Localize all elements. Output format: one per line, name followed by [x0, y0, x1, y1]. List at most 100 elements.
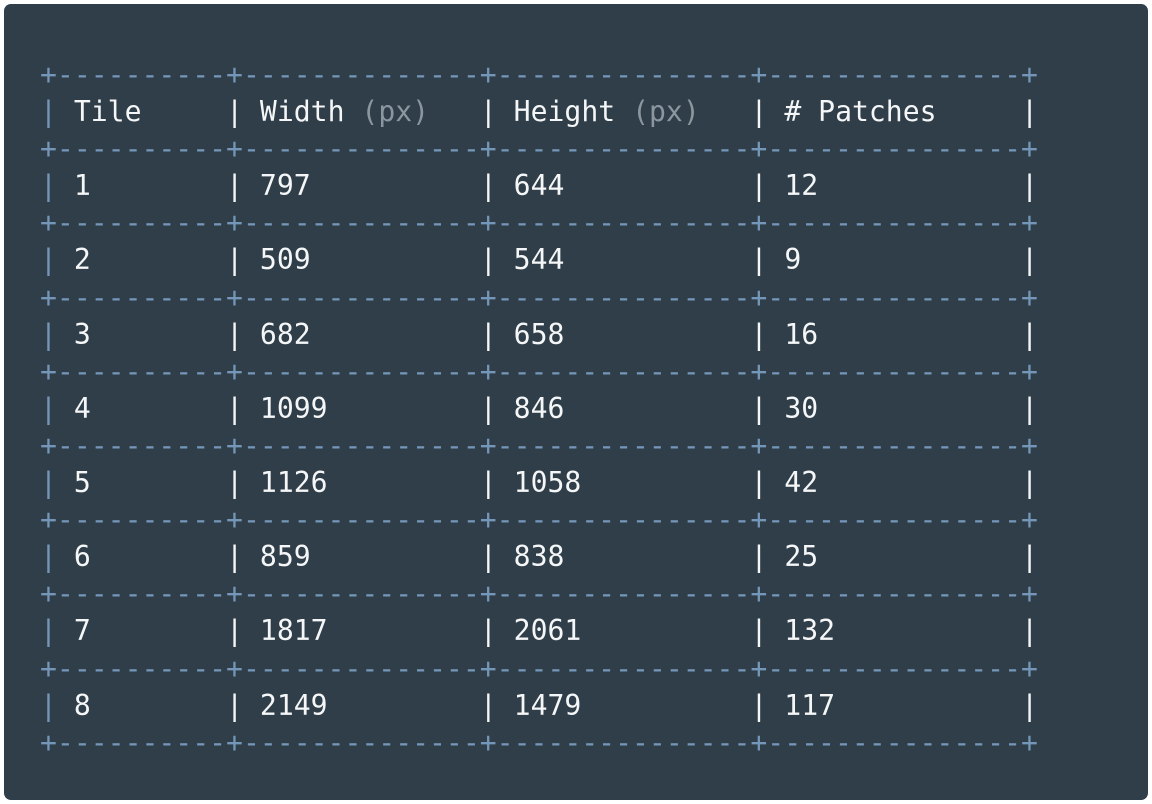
column-separator: |	[40, 95, 57, 129]
table-cell: 6	[73, 540, 91, 574]
column-separator: |	[479, 614, 497, 648]
table-row: | 4 | 1099 | 846 | 30 |	[40, 390, 1038, 427]
table-border: +----------+--------------+-------------…	[40, 577, 1038, 611]
column-separator: |	[750, 169, 768, 203]
column-separator: |	[1021, 614, 1039, 648]
table-cell: 2	[73, 243, 91, 277]
table-cell: 5	[73, 466, 91, 500]
column-separator: |	[40, 540, 57, 574]
column-separator: |	[1021, 391, 1039, 425]
table-cell: 3	[73, 317, 91, 351]
table-cell: 2061	[513, 614, 582, 648]
column-header: Height	[513, 95, 616, 129]
table-cell: 25	[784, 540, 819, 574]
column-separator: |	[226, 540, 243, 574]
column-separator: |	[750, 391, 768, 425]
table-row: | 8 | 2149 | 1479 | 117 |	[40, 687, 1038, 724]
table-cell: 1479	[513, 688, 582, 722]
column-separator: |	[40, 391, 57, 425]
table-cell: 30	[784, 391, 819, 425]
column-separator: |	[1021, 169, 1039, 203]
table-row: | 3 | 682 | 658 | 16 |	[40, 316, 1038, 353]
table-border: +----------+--------------+-------------…	[40, 354, 1038, 388]
column-separator: |	[750, 243, 768, 277]
column-separator: |	[479, 317, 497, 351]
table-border: +----------+--------------+-------------…	[40, 503, 1038, 537]
column-separator: |	[479, 466, 497, 500]
table-cell: 682	[259, 317, 311, 351]
column-separator: |	[40, 243, 57, 277]
column-separator: |	[1021, 688, 1039, 722]
table-cell: 1126	[259, 466, 328, 500]
table-cell: 8	[73, 688, 91, 722]
column-separator: |	[226, 614, 243, 648]
column-separator: |	[40, 688, 57, 722]
table-cell: 658	[513, 317, 565, 351]
column-unit: (px)	[632, 95, 700, 129]
table-cell: 509	[259, 243, 311, 277]
table-cell: 4	[73, 391, 91, 425]
column-separator: |	[1021, 317, 1039, 351]
column-separator: |	[479, 169, 497, 203]
column-separator: |	[750, 540, 768, 574]
column-separator: |	[226, 95, 243, 129]
column-separator: |	[750, 95, 768, 129]
column-separator: |	[40, 466, 57, 500]
column-separator: |	[750, 466, 768, 500]
table-border: +----------+--------------+-------------…	[40, 58, 1038, 91]
column-separator: |	[750, 614, 768, 648]
table-cell: 797	[259, 169, 311, 203]
table-border: +----------+--------------+-------------…	[40, 428, 1038, 462]
table-cell: 2149	[259, 688, 328, 722]
table-cell: 846	[513, 391, 565, 425]
column-separator: |	[226, 466, 243, 500]
table-cell: 12	[784, 169, 819, 203]
patches-table: +----------+--------------+-------------…	[40, 56, 1038, 761]
column-header: Width	[259, 95, 345, 129]
table-row: | 2 | 509 | 544 | 9 |	[40, 241, 1038, 278]
column-header: # Patches	[784, 95, 937, 129]
table-cell: 1058	[513, 466, 582, 500]
table-row: | 6 | 859 | 838 | 25 |	[40, 538, 1038, 575]
column-separator: |	[1021, 466, 1039, 500]
column-separator: |	[40, 169, 57, 203]
table-cell: 7	[73, 614, 91, 648]
column-separator: |	[226, 317, 243, 351]
column-header: Tile	[73, 95, 142, 129]
table-cell: 117	[784, 688, 836, 722]
column-separator: |	[479, 391, 497, 425]
column-separator: |	[40, 614, 57, 648]
table-cell: 1099	[259, 391, 328, 425]
column-separator: |	[226, 391, 243, 425]
table-cell: 9	[784, 243, 802, 277]
table-cell: 859	[259, 540, 311, 574]
table-row: | 1 | 797 | 644 | 12 |	[40, 167, 1038, 204]
column-separator: |	[1021, 95, 1039, 129]
column-separator: |	[1021, 243, 1039, 277]
table-border: +----------+--------------+-------------…	[40, 280, 1038, 314]
table-cell: 838	[513, 540, 565, 574]
table-cell: 1817	[259, 614, 328, 648]
column-separator: |	[226, 688, 243, 722]
table-header-row: | Tile | Width (px) | Height (px) | # Pa…	[40, 93, 1038, 130]
table-cell: 42	[784, 466, 819, 500]
table-cell: 132	[784, 614, 836, 648]
column-separator: |	[750, 317, 768, 351]
terminal-panel: +----------+--------------+-------------…	[4, 4, 1148, 800]
table-cell: 16	[784, 317, 819, 351]
table-border: +----------+--------------+-------------…	[40, 725, 1038, 759]
table-border: +----------+--------------+-------------…	[40, 651, 1038, 685]
table-border: +----------+--------------+-------------…	[40, 206, 1038, 240]
column-separator: |	[40, 317, 57, 351]
table-row: | 5 | 1126 | 1058 | 42 |	[40, 464, 1038, 501]
table-border: +----------+--------------+-------------…	[40, 132, 1038, 166]
column-separator: |	[1021, 540, 1039, 574]
column-separator: |	[479, 95, 497, 129]
column-unit: (px)	[361, 95, 430, 129]
table-cell: 544	[513, 243, 565, 277]
column-separator: |	[479, 540, 497, 574]
column-separator: |	[479, 688, 497, 722]
column-separator: |	[479, 243, 497, 277]
table-cell: 644	[513, 169, 565, 203]
column-separator: |	[750, 688, 768, 722]
